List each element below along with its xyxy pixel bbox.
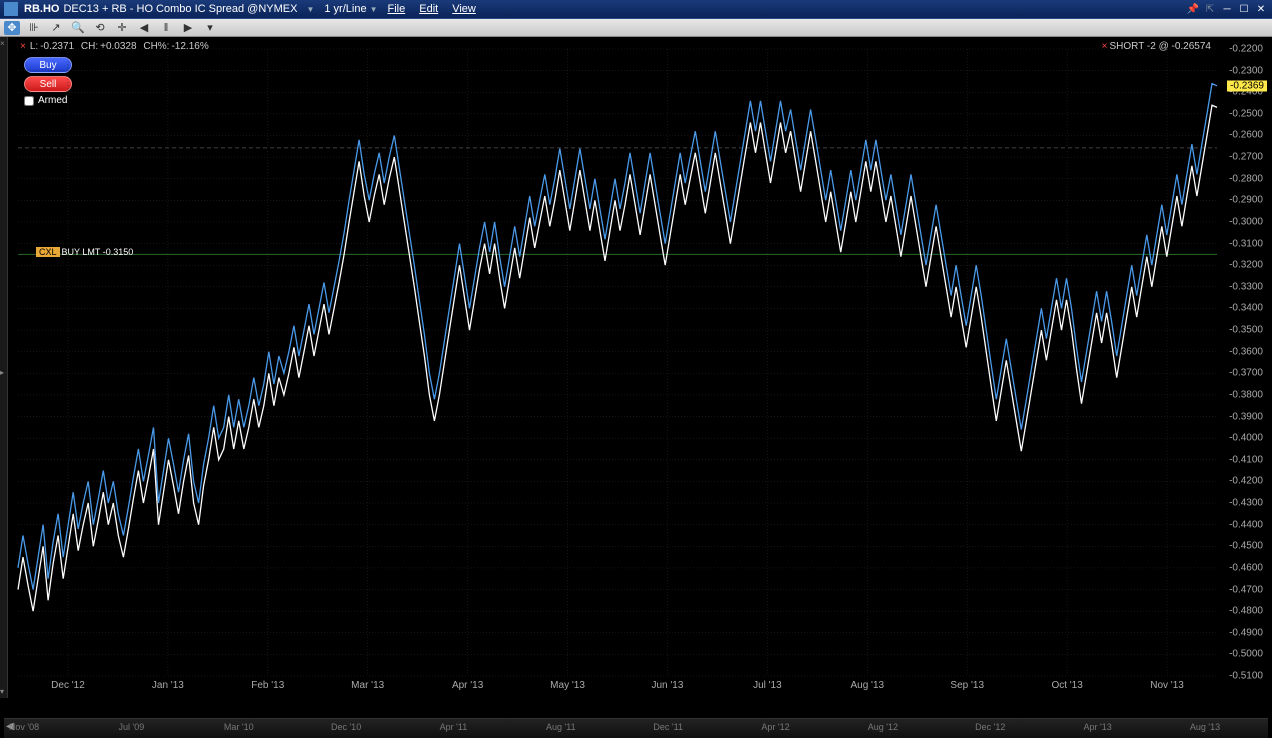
window-controls: 📌 ⇱ ─ ☐ ✕	[1186, 3, 1268, 15]
thumb-tick: Dec '10	[331, 722, 361, 732]
detach-icon[interactable]: ⇱	[1203, 3, 1217, 15]
y-tick: -0.4800	[1229, 606, 1263, 617]
y-tick: -0.4500	[1229, 541, 1263, 552]
y-tick: -0.4200	[1229, 476, 1263, 487]
menu-view[interactable]: View	[452, 3, 476, 15]
x-axis: Dec '12 Jan '13 Feb '13 Mar '13 Apr '13 May '…	[8, 678, 1217, 698]
y-tick: -0.4100	[1229, 454, 1263, 465]
y-tick: -0.2200	[1229, 44, 1263, 55]
y-tick: -0.4900	[1229, 627, 1263, 638]
instrument-dropdown[interactable]: DEC13 + RB - HO Combo IC Spread @NYMEX	[63, 3, 314, 15]
y-tick: -0.5100	[1229, 671, 1263, 682]
thumb-tick: Apr '13	[1084, 722, 1112, 732]
y-tick: -0.4400	[1229, 519, 1263, 530]
y-tick: -0.2500	[1229, 108, 1263, 119]
chart-canvas[interactable]	[8, 37, 1269, 698]
order-label[interactable]: CXL BUY LMT -0.3150	[36, 247, 133, 257]
x-tick: Dec '12	[51, 680, 85, 691]
y-tick: -0.2800	[1229, 173, 1263, 184]
x-tick: Aug '13	[850, 680, 884, 691]
order-cancel-button[interactable]: CXL	[36, 247, 60, 257]
y-tick: -0.3100	[1229, 238, 1263, 249]
y-tick: -0.3800	[1229, 389, 1263, 400]
last-price-tag: -0.2369	[1227, 80, 1267, 91]
thumb-tick: Dec '11	[653, 722, 683, 732]
x-tick: Apr '13	[452, 680, 483, 691]
y-tick: -0.3300	[1229, 281, 1263, 292]
close-button[interactable]: ✕	[1254, 3, 1268, 15]
x-tick: Jun '13	[651, 680, 683, 691]
left-gutter: × ▸ ▾	[0, 37, 8, 698]
y-tick: -0.2300	[1229, 65, 1263, 76]
thumb-tick: Apr '12	[761, 722, 789, 732]
menu-edit[interactable]: Edit	[419, 3, 438, 15]
symbol-label: RB.HO	[24, 3, 59, 15]
y-tick: -0.4700	[1229, 584, 1263, 595]
menu-file[interactable]: File	[388, 3, 406, 15]
collapse-top-icon[interactable]: ×	[0, 39, 5, 48]
y-tick: -0.3700	[1229, 368, 1263, 379]
y-tick: -0.3400	[1229, 303, 1263, 314]
x-tick: Nov '13	[1150, 680, 1184, 691]
thumb-tick: Jul '09	[118, 722, 144, 732]
minimize-button[interactable]: ─	[1220, 3, 1234, 15]
candle-tool-icon[interactable]: ⊪	[26, 21, 42, 35]
y-axis: -0.2200-0.2300-0.2400-0.2500-0.2600-0.27…	[1217, 37, 1267, 676]
thumb-tick: Aug '12	[868, 722, 898, 732]
y-tick: -0.4300	[1229, 498, 1263, 509]
y-tick: -0.2600	[1229, 130, 1263, 141]
more-tools-icon[interactable]: ▾	[202, 21, 218, 35]
y-tick: -0.3900	[1229, 411, 1263, 422]
x-tick: Feb '13	[251, 680, 284, 691]
y-tick: -0.5000	[1229, 649, 1263, 660]
next-icon[interactable]: ▶	[180, 21, 196, 35]
thumb-tick: Mar '10	[224, 722, 254, 732]
y-tick: -0.4600	[1229, 562, 1263, 573]
pin-icon[interactable]: 📌	[1186, 3, 1200, 15]
y-tick: -0.3200	[1229, 260, 1263, 271]
timeframe-dropdown[interactable]: 1 yr/Line	[324, 3, 377, 15]
app-icon	[4, 2, 18, 16]
y-tick: -0.3600	[1229, 346, 1263, 357]
thumb-tick: Apr '11	[440, 722, 468, 732]
toolbar: ✥ ⊪ ↗ 🔍 ⟲ ✛ ◀ ‖ ▶ ▾	[0, 19, 1272, 37]
titlebar: RB.HO DEC13 + RB - HO Combo IC Spread @N…	[0, 0, 1272, 19]
order-text: BUY LMT -0.3150	[62, 247, 134, 257]
y-tick: -0.3500	[1229, 325, 1263, 336]
maximize-button[interactable]: ☐	[1237, 3, 1251, 15]
y-tick: -0.4000	[1229, 433, 1263, 444]
x-tick: Jan '13	[152, 680, 184, 691]
collapse-mid-icon[interactable]: ▸	[0, 368, 4, 377]
y-tick: -0.2700	[1229, 152, 1263, 163]
y-tick: -0.2900	[1229, 195, 1263, 206]
zoom-out-icon[interactable]: 🔍	[70, 21, 86, 35]
cursor-tool-icon[interactable]: ✥	[4, 21, 20, 35]
prev-icon[interactable]: ◀	[136, 21, 152, 35]
thumb-tick: Nov '08	[9, 722, 39, 732]
x-tick: May '13	[550, 680, 585, 691]
zoom-in-icon[interactable]: ↗	[48, 21, 64, 35]
thumb-tick: Aug '11	[546, 722, 576, 732]
x-tick: Jul '13	[753, 680, 782, 691]
x-tick: Oct '13	[1051, 680, 1082, 691]
crosshair-icon[interactable]: ✛	[114, 21, 130, 35]
collapse-bottom-icon[interactable]: ▾	[0, 687, 4, 696]
y-tick: -0.3000	[1229, 216, 1263, 227]
thumb-tick: Aug '13	[1190, 722, 1220, 732]
split-icon[interactable]: ‖	[158, 21, 174, 35]
timeline-thumbnail[interactable]: ◀ Nov '08Jul '09Mar '10Dec '10Apr '11Aug…	[4, 718, 1268, 738]
x-tick: Mar '13	[351, 680, 384, 691]
thumb-tick: Dec '12	[975, 722, 1005, 732]
x-tick: Sep '13	[950, 680, 984, 691]
chart-area[interactable]: × L: -0.2371 CH: +0.0328 CH%: -12.16% × …	[8, 37, 1269, 698]
reset-zoom-icon[interactable]: ⟲	[92, 21, 108, 35]
